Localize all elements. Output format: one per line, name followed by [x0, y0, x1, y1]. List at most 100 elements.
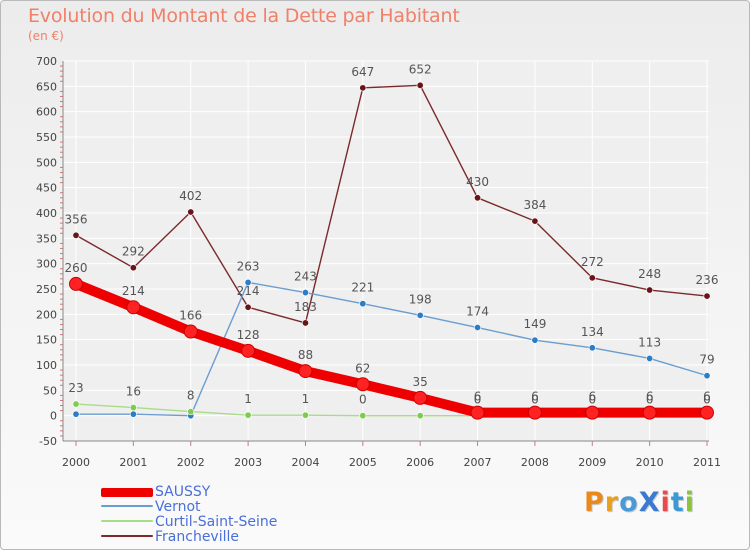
data-point	[72, 231, 80, 239]
data-label: 6	[588, 390, 596, 404]
data-point	[126, 300, 141, 315]
data-point	[298, 364, 313, 379]
y-tick-label: 700	[36, 55, 57, 68]
data-label: 198	[409, 292, 432, 306]
logo-letter: t	[670, 487, 685, 518]
series-line	[71, 278, 712, 418]
x-tick-label: 2005	[349, 456, 377, 469]
data-point	[585, 405, 600, 420]
data-label: 260	[65, 261, 88, 275]
y-tick-label: 200	[36, 308, 57, 321]
data-point	[359, 412, 367, 420]
data-label: 243	[294, 270, 317, 284]
data-label: 0	[646, 393, 654, 407]
data-point	[646, 286, 654, 294]
data-label: 79	[699, 353, 714, 367]
data-point	[531, 336, 539, 344]
logo-letter: i	[684, 487, 695, 518]
logo-letter: r	[604, 487, 620, 518]
data-label: 62	[355, 361, 370, 375]
data-point	[531, 217, 539, 225]
data-point	[244, 411, 252, 419]
x-tick-label: 2007	[464, 456, 492, 469]
y-tick-label: 100	[36, 359, 57, 372]
legend-swatch	[101, 505, 153, 507]
data-label: 0	[359, 393, 367, 407]
x-tick-label: 2008	[521, 456, 549, 469]
data-point	[642, 405, 657, 420]
data-label: 0	[531, 393, 539, 407]
data-point	[129, 264, 137, 272]
data-label: 0	[588, 393, 596, 407]
x-tick-label: 2003	[234, 456, 262, 469]
data-point	[646, 354, 654, 362]
data-label: 8	[187, 389, 195, 403]
data-label: 23	[68, 381, 83, 395]
data-point	[703, 292, 711, 300]
data-label: 214	[237, 284, 260, 298]
data-label: 113	[638, 335, 661, 349]
data-point	[359, 300, 367, 308]
data-point	[359, 84, 367, 92]
data-label: 236	[696, 273, 719, 287]
y-tick-label: 400	[36, 207, 57, 220]
x-tick-label: 2002	[177, 456, 205, 469]
legend-label: Curtil-Saint-Seine	[155, 514, 278, 530]
data-point	[416, 412, 424, 420]
data-point	[69, 276, 83, 291]
data-point	[187, 208, 195, 216]
data-point	[301, 411, 309, 419]
data-point	[301, 289, 309, 297]
legend-label: Vernot	[155, 499, 201, 515]
y-tick-label: 450	[36, 182, 57, 195]
series-line	[75, 84, 708, 324]
data-label: 384	[523, 198, 546, 212]
data-label: 166	[179, 309, 202, 323]
data-point	[244, 278, 252, 286]
data-label: 134	[581, 325, 604, 339]
legend-swatch	[101, 535, 153, 537]
series-line	[75, 281, 708, 417]
y-tick-label: 150	[36, 334, 57, 347]
data-label: 292	[122, 245, 145, 259]
x-tick-label: 2001	[119, 456, 147, 469]
plot-area	[63, 61, 709, 441]
data-point	[703, 372, 711, 380]
data-point	[588, 274, 596, 282]
data-point	[241, 343, 256, 358]
data-label: 356	[65, 212, 88, 226]
data-label: 128	[237, 328, 260, 342]
y-tick-label: 500	[36, 156, 57, 169]
data-label: 248	[638, 267, 661, 281]
data-label: 35	[413, 375, 428, 389]
data-point	[527, 405, 542, 420]
series-saussy: 260 214 166 128 88 62 35 6 6 6 6 6	[65, 261, 714, 420]
y-tick-label: -50	[39, 435, 57, 448]
legend-swatch	[101, 488, 153, 497]
y-tick-label: 0	[50, 410, 57, 423]
data-label: 272	[581, 255, 604, 269]
data-point	[183, 324, 198, 339]
x-tick-label: 2006	[406, 456, 434, 469]
legend-swatch	[101, 520, 153, 522]
x-tick-label: 2011	[693, 456, 721, 469]
legend-label: SAUSSY	[155, 484, 211, 500]
data-label: 6	[474, 390, 482, 404]
data-point	[588, 344, 596, 352]
data-point	[700, 405, 714, 420]
data-point	[72, 410, 80, 418]
data-point	[355, 377, 370, 392]
y-tick-label: 650	[36, 80, 57, 93]
logo-letter: o	[619, 487, 639, 518]
chart-title: Evolution du Montant de la Dette par Hab…	[28, 5, 460, 27]
data-point	[187, 408, 195, 416]
data-label: 430	[466, 175, 489, 189]
chart-subtitle: (en €)	[28, 29, 64, 43]
proxiti-logo: ProXiti	[584, 487, 695, 518]
data-point	[474, 194, 482, 202]
x-tick-label: 2009	[578, 456, 606, 469]
legend-label: Francheville	[155, 529, 239, 545]
data-label: 263	[237, 259, 260, 273]
